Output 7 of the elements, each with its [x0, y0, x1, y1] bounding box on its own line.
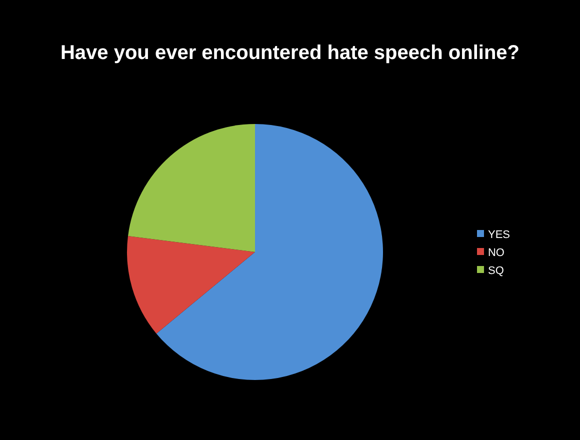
chart-title: Have you ever encountered hate speech online?: [59, 41, 521, 66]
legend-label: SQ: [488, 265, 504, 277]
pie-slice: [156, 124, 383, 380]
legend-label: NO: [488, 247, 504, 259]
pie-slice: [128, 124, 255, 252]
legend-label: YES: [488, 229, 510, 241]
pie-slice: [127, 236, 255, 334]
